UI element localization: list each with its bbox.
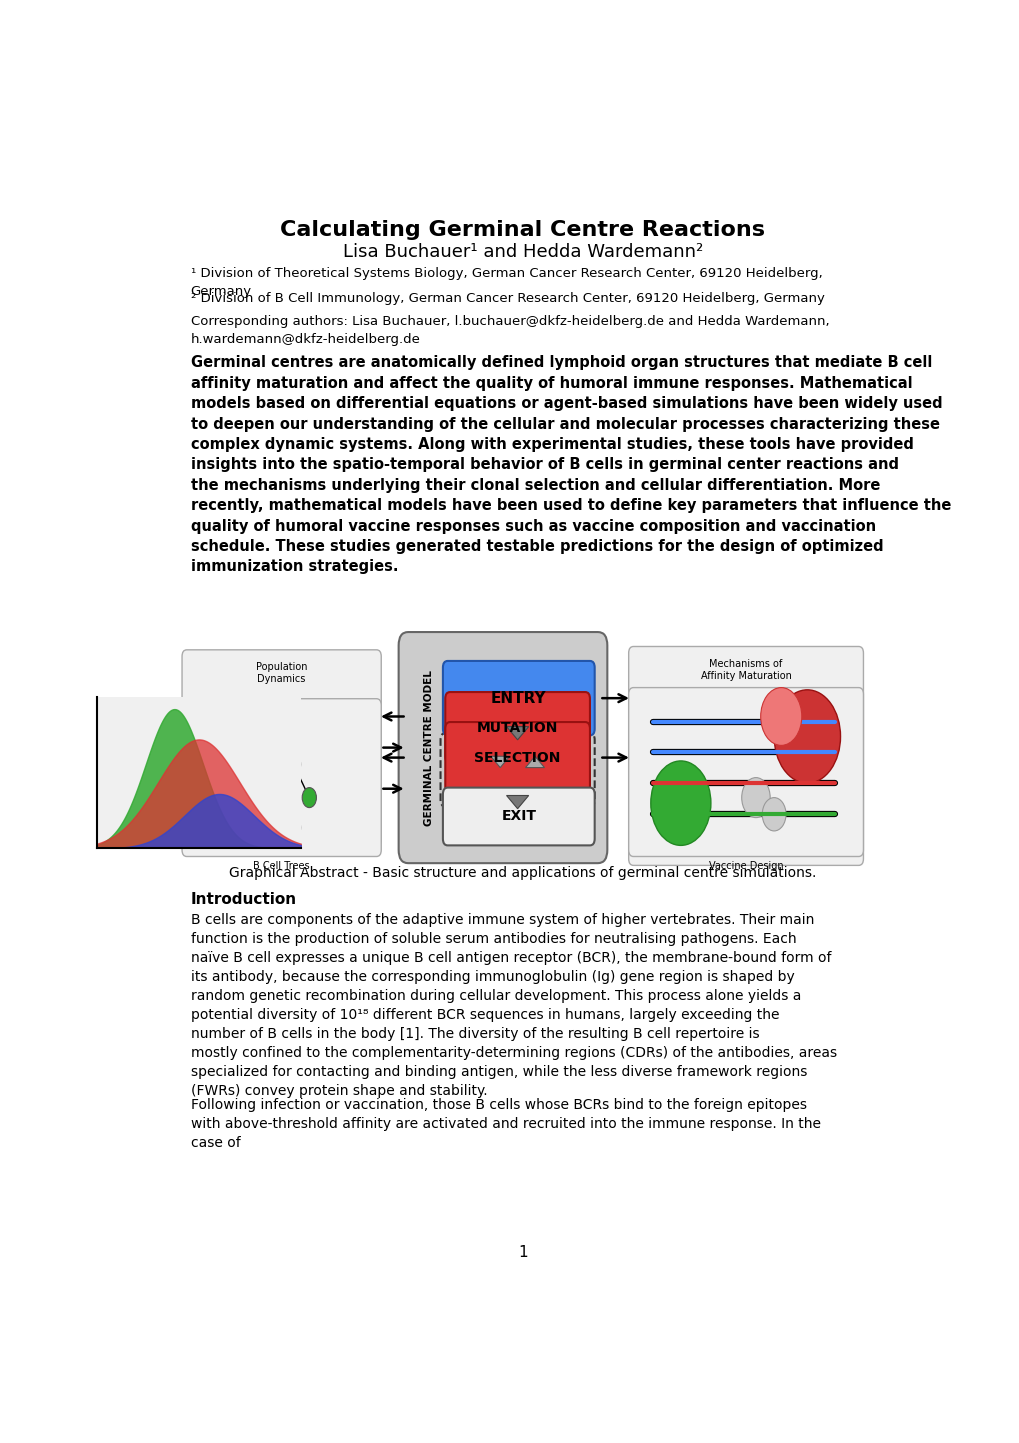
Circle shape — [215, 818, 229, 837]
Text: Lisa Buchauer¹ and Hedda Wardemann²: Lisa Buchauer¹ and Hedda Wardemann² — [342, 242, 702, 261]
FancyBboxPatch shape — [398, 632, 606, 863]
FancyBboxPatch shape — [442, 788, 594, 846]
Circle shape — [274, 788, 288, 808]
Text: 1: 1 — [518, 1245, 527, 1260]
FancyBboxPatch shape — [445, 693, 589, 763]
Polygon shape — [506, 795, 528, 808]
Text: Vaccine Design: Vaccine Design — [708, 861, 783, 872]
Polygon shape — [525, 756, 544, 768]
Circle shape — [761, 798, 786, 831]
Polygon shape — [506, 727, 528, 740]
Text: MUTATION: MUTATION — [477, 720, 557, 734]
Text: Following infection or vaccination, those B cells whose BCRs bind to the foreign: Following infection or vaccination, thos… — [191, 1098, 820, 1150]
FancyBboxPatch shape — [445, 722, 589, 794]
Circle shape — [286, 818, 301, 837]
Text: Introduction: Introduction — [191, 892, 297, 908]
Text: ENTRY: ENTRY — [490, 691, 546, 706]
Text: SELECTION: SELECTION — [474, 750, 560, 765]
Circle shape — [760, 688, 801, 746]
Text: Germinal centres are anatomically defined lymphoid organ structures that mediate: Germinal centres are anatomically define… — [191, 355, 950, 574]
Text: EXIT: EXIT — [500, 810, 536, 824]
FancyBboxPatch shape — [442, 661, 594, 736]
FancyBboxPatch shape — [628, 688, 863, 857]
Circle shape — [773, 690, 840, 784]
Text: B Cell Trees: B Cell Trees — [253, 861, 310, 872]
Text: ¹ Division of Theoretical Systems Biology, German Cancer Research Center, 69120 : ¹ Division of Theoretical Systems Biolog… — [191, 267, 821, 299]
FancyBboxPatch shape — [440, 733, 594, 807]
Circle shape — [223, 788, 237, 808]
Text: Population
Dynamics: Population Dynamics — [256, 662, 307, 684]
Circle shape — [255, 788, 269, 808]
Text: Corresponding authors: Lisa Buchauer, l.buchauer@dkfz-heidelberg.de and Hedda Wa: Corresponding authors: Lisa Buchauer, l.… — [191, 316, 828, 346]
Polygon shape — [490, 756, 510, 768]
Text: GERMINAL CENTRE MODEL: GERMINAL CENTRE MODEL — [423, 670, 433, 825]
Text: Calculating Germinal Centre Reactions: Calculating Germinal Centre Reactions — [280, 219, 764, 240]
Text: Mechanisms of
Affinity Maturation: Mechanisms of Affinity Maturation — [700, 658, 791, 681]
Text: ² Division of B Cell Immunology, German Cancer Research Center, 69120 Heidelberg: ² Division of B Cell Immunology, German … — [191, 291, 823, 304]
Circle shape — [266, 723, 280, 743]
Circle shape — [234, 818, 249, 837]
Circle shape — [741, 778, 769, 818]
FancyBboxPatch shape — [181, 649, 381, 847]
FancyBboxPatch shape — [628, 646, 863, 866]
Circle shape — [263, 818, 276, 837]
FancyBboxPatch shape — [181, 698, 381, 857]
Text: Graphical Abstract - Basic structure and applications of germinal centre simulat: Graphical Abstract - Basic structure and… — [229, 866, 815, 880]
Text: B cells are components of the adaptive immune system of higher vertebrates. Thei: B cells are components of the adaptive i… — [191, 913, 836, 1098]
Circle shape — [302, 788, 316, 808]
Circle shape — [286, 755, 301, 775]
Circle shape — [238, 755, 253, 775]
Circle shape — [650, 760, 710, 846]
